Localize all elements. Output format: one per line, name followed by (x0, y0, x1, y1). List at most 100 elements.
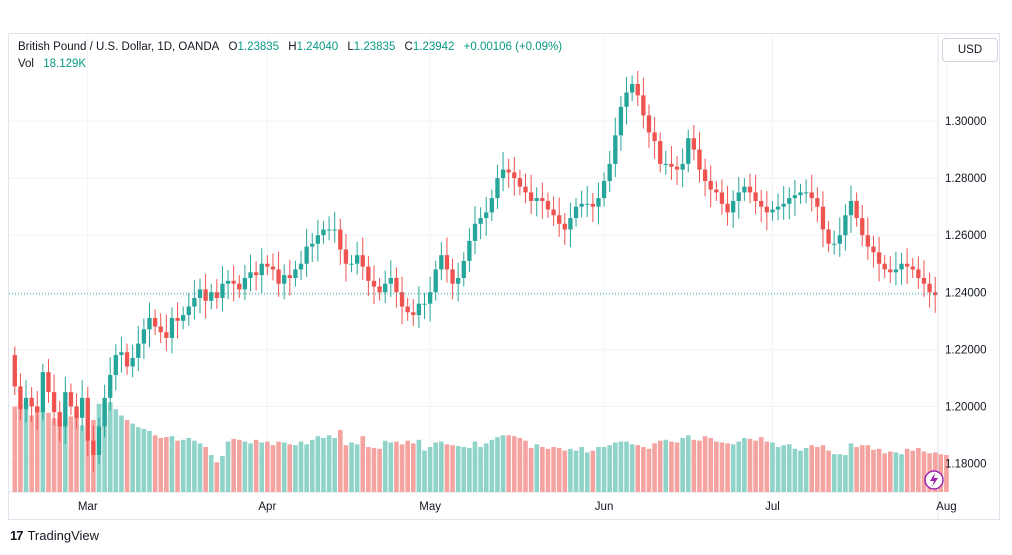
volume-bar (349, 442, 354, 492)
y-tick-label: 1.20000 (945, 401, 987, 413)
close-value: 1.23942 (412, 41, 455, 53)
x-tick-label: Apr (258, 501, 276, 513)
candle-body (321, 229, 326, 236)
candle-body (921, 278, 927, 284)
volume-settings-icon[interactable] (924, 470, 944, 490)
volume-bar (871, 449, 876, 492)
candle-body (916, 269, 921, 278)
volume-bar (40, 411, 46, 492)
candle-body (624, 92, 629, 107)
high-value: 1.24040 (296, 41, 339, 53)
candle-body (136, 343, 141, 358)
candle-body (304, 246, 309, 264)
candle-body (691, 138, 697, 150)
volume-bar (68, 416, 74, 492)
candle-body (865, 235, 871, 247)
volume-bar (545, 448, 551, 492)
volume-bar (382, 440, 388, 492)
candle-body (697, 149, 702, 170)
symbol-title[interactable]: British Pound / U.S. Dollar, 1D, OANDA (18, 41, 220, 53)
candle-body (876, 252, 882, 264)
volume-bar (130, 423, 135, 492)
volume-bar (489, 439, 495, 492)
volume-bar (500, 435, 506, 492)
volume-bar (259, 442, 265, 492)
y-tick-label: 1.24000 (945, 287, 987, 299)
volume-bar (826, 450, 831, 492)
x-tick-label: Aug (936, 501, 956, 513)
volume-bar (624, 441, 629, 492)
volume-bar (725, 443, 730, 492)
volume-bar (758, 437, 764, 492)
volume-bar (910, 450, 916, 492)
volume-bar (848, 443, 854, 492)
candle-body (658, 141, 663, 164)
candle-body (680, 163, 685, 170)
volume-bar (23, 409, 29, 492)
volume-bar (85, 430, 91, 492)
volume-bar (51, 418, 57, 492)
candle-body (837, 235, 842, 244)
currency-button[interactable]: USD (942, 38, 998, 62)
y-tick-label: 1.28000 (945, 173, 987, 185)
candle-body (85, 397, 90, 441)
volume-bar (287, 444, 293, 492)
chart-frame (8, 33, 1000, 520)
volume-bar (916, 447, 921, 492)
candle-body (405, 306, 410, 313)
volume-bar (730, 444, 736, 492)
volume-bar (427, 447, 433, 492)
candle-body (23, 397, 29, 410)
volume-bar (669, 441, 674, 492)
candle-body (427, 292, 433, 304)
volume-bar (360, 436, 366, 492)
candle-body (248, 272, 253, 278)
candle-body (360, 255, 365, 267)
volume-bar (124, 420, 130, 492)
candle-body (214, 292, 219, 298)
volume-bar (646, 448, 652, 492)
volume-bar (556, 447, 562, 492)
candle-body (545, 200, 551, 210)
candle-body (669, 163, 674, 167)
volume-bar (809, 445, 815, 492)
volume-bar (63, 420, 68, 492)
low-value: 1.23835 (353, 41, 396, 53)
candle-body (422, 303, 427, 305)
volume-bar (478, 447, 483, 492)
candle-body (366, 266, 371, 281)
low-label: L (347, 41, 354, 53)
volume-bar (455, 446, 461, 492)
candle-body (551, 209, 556, 216)
candle-body (332, 229, 337, 231)
volume-bar (921, 451, 927, 492)
volume-value: 18.129K (43, 58, 87, 70)
candle-body (371, 280, 377, 287)
candle-body (141, 329, 147, 344)
candle-body (731, 200, 736, 213)
candle-body (326, 229, 332, 231)
candle-body (815, 198, 820, 207)
volume-bar (276, 441, 281, 492)
candle-body (147, 317, 152, 330)
candle-body (573, 206, 579, 219)
candle-body (646, 115, 652, 133)
candle-body (882, 263, 887, 270)
volume-bar (141, 429, 147, 492)
volume-bar (893, 452, 899, 492)
volume-label[interactable]: Vol (18, 58, 34, 70)
candle-body (899, 263, 904, 270)
volume-bar (315, 436, 321, 492)
volume-bar (736, 441, 742, 492)
candle-body (781, 203, 786, 207)
tradingview-brand[interactable]: 17 TradingView (10, 528, 99, 543)
volume-bar (887, 451, 893, 492)
volume-bar (781, 445, 786, 492)
volume-bar (113, 409, 119, 492)
candle-body (753, 192, 758, 201)
volume-bar (158, 438, 164, 492)
candle-body (512, 172, 517, 179)
volume-bar (338, 429, 343, 492)
candle-body (764, 206, 769, 213)
